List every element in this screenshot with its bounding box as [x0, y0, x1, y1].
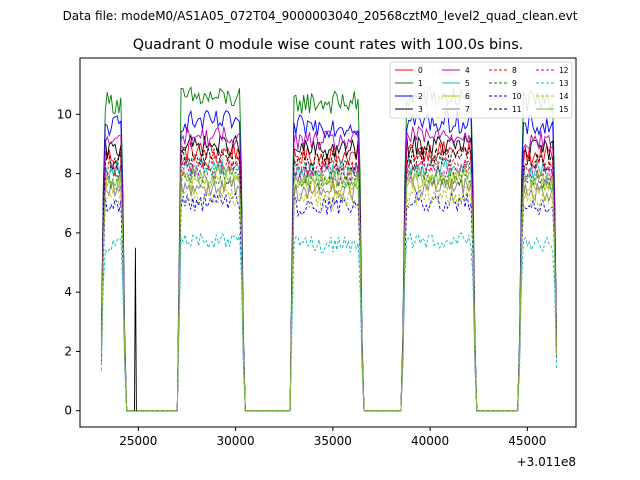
x-tick-label: 25000 — [119, 434, 157, 448]
series-line-9 — [100, 165, 557, 412]
axis-ticks: 25000 30000 35000 40000 45000 0 2 4 6 8 10 — [57, 107, 547, 448]
series-line-12 — [100, 158, 557, 412]
legend-label-10: 10 — [512, 92, 522, 101]
legend-label-6: 6 — [465, 92, 470, 101]
legend-label-15: 15 — [559, 105, 569, 114]
series-line-10 — [100, 192, 557, 412]
x-axis-offset-label: +3.011e8 — [517, 455, 576, 469]
legend-label-4: 4 — [465, 66, 470, 75]
series-line-4 — [100, 125, 557, 412]
chart-title: Quadrant 0 module wise count rates with … — [133, 37, 524, 53]
legend-label-9: 9 — [512, 79, 517, 88]
x-tick-label: 30000 — [217, 434, 255, 448]
series-line-2 — [100, 109, 557, 412]
y-tick-label: 0 — [64, 404, 72, 418]
legend-box — [389, 61, 573, 119]
figure-suptitle: Data file: modeM0/AS1A05_072T04_90000030… — [63, 9, 578, 23]
x-tick-label: 40000 — [411, 434, 449, 448]
x-tick-label: 35000 — [314, 434, 352, 448]
axes-frame — [79, 57, 577, 428]
legend-label-3: 3 — [418, 105, 423, 114]
y-tick-label: 8 — [64, 167, 72, 181]
legend-label-12: 12 — [559, 66, 569, 75]
legend-label-11: 11 — [512, 105, 522, 114]
series-line-1 — [100, 85, 557, 412]
legend-label-1: 1 — [418, 79, 423, 88]
legend-label-0: 0 — [418, 66, 423, 75]
series-layer — [100, 85, 557, 412]
series-line-7 — [100, 175, 557, 412]
legend-label-2: 2 — [418, 92, 423, 101]
y-tick-label: 2 — [64, 344, 72, 358]
series-line-14 — [100, 186, 557, 412]
series-line-13 — [100, 232, 557, 412]
legend-label-5: 5 — [465, 79, 470, 88]
y-tick-label: 6 — [64, 226, 72, 240]
x-tick-label: 45000 — [508, 434, 546, 448]
series-line-spike — [134, 247, 137, 411]
legend-label-13: 13 — [559, 79, 569, 88]
series-line-6 — [100, 170, 557, 412]
legend-label-14: 14 — [559, 92, 569, 101]
series-line-11 — [100, 146, 557, 412]
y-tick-label: 10 — [57, 107, 72, 121]
y-tick-label: 4 — [64, 285, 72, 299]
legend-label-7: 7 — [465, 105, 470, 114]
legend-label-8: 8 — [512, 66, 517, 75]
series-line-15 — [100, 164, 557, 412]
